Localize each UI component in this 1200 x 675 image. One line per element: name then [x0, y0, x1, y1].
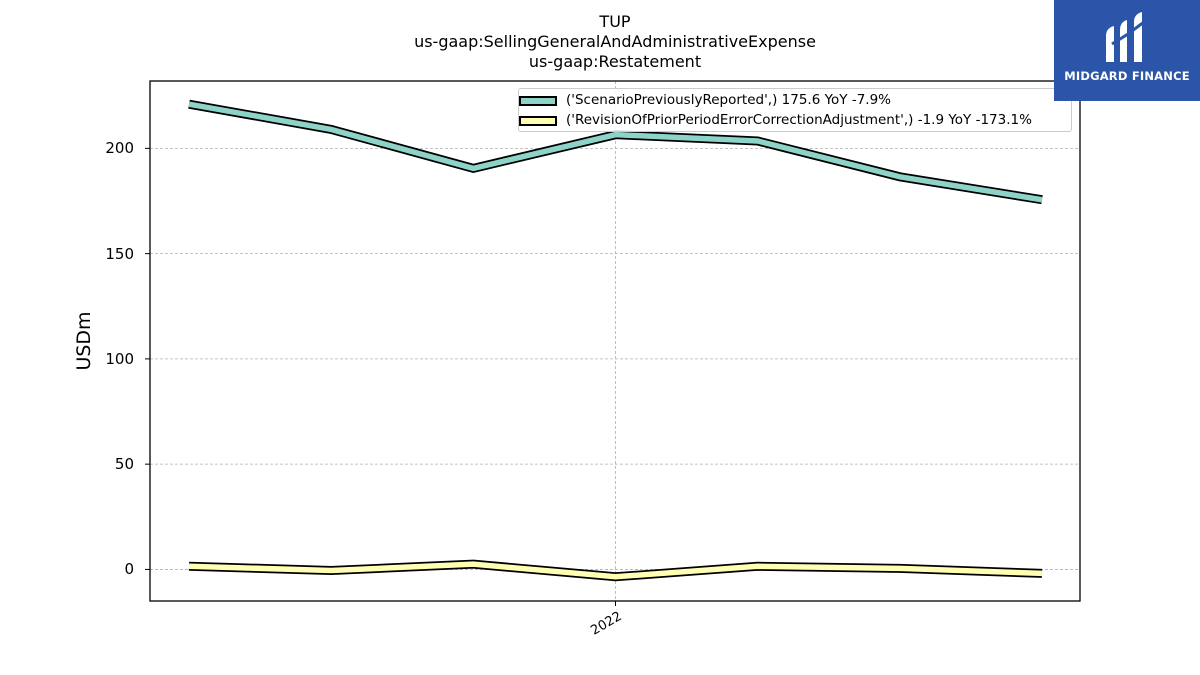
chart-title-line: us-gaap:Restatement — [528, 52, 702, 71]
legend: ('ScenarioPreviouslyReported',) 175.6 Yo… — [518, 88, 1072, 132]
logo-mark-icon — [1106, 12, 1145, 62]
axes-frame — [149, 80, 1081, 602]
y-axis-label: USDm — [73, 311, 95, 371]
legend-swatch — [519, 96, 557, 106]
chart-title-line: us-gaap:SellingGeneralAndAdministrativeE… — [414, 32, 816, 51]
y-tick-label: 50 — [114, 455, 134, 474]
legend-label: ('RevisionOfPriorPeriodErrorCorrectionAd… — [566, 112, 1032, 128]
chart-title-line: TUP — [599, 12, 631, 31]
y-tick-label: 0 — [124, 560, 134, 579]
tick-marks — [145, 147, 616, 606]
grid-lines — [150, 81, 1080, 601]
y-tick-label: 200 — [105, 139, 134, 158]
legend-swatch — [519, 116, 557, 126]
series-layer — [188, 99, 1043, 582]
y-tick-label: 100 — [105, 349, 134, 368]
y-tick-label: 150 — [105, 244, 134, 263]
midgard-finance-logo: MIDGARD FINANCE — [1054, 0, 1200, 101]
logo-text: MIDGARD FINANCE — [1064, 69, 1190, 83]
legend-label: ('ScenarioPreviouslyReported',) 175.6 Yo… — [566, 92, 892, 108]
